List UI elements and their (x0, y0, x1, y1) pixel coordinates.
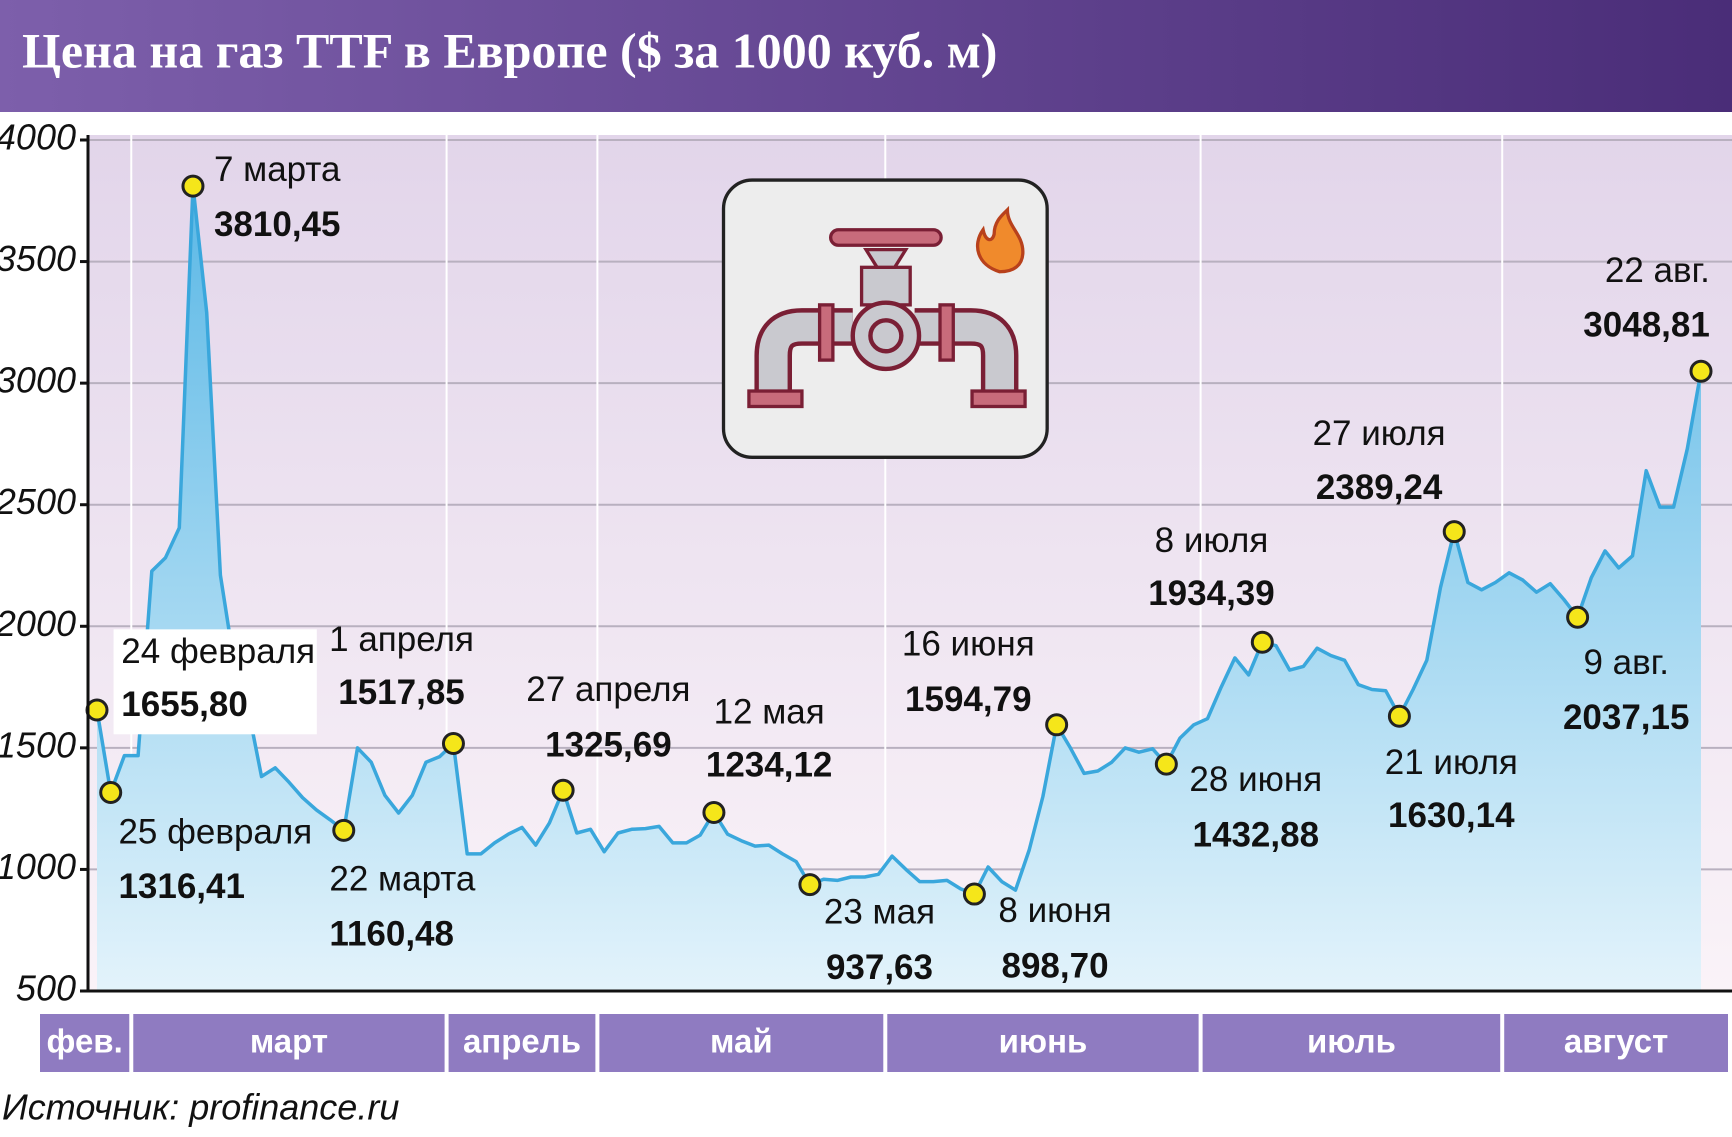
point-marker (1387, 704, 1411, 728)
header (0, 0, 1732, 112)
chart-title: Цена на газ TTF в Европе ($ за 1000 куб.… (22, 22, 997, 78)
point-value: 898,70 (1002, 946, 1109, 985)
point-date: 22 марта (329, 859, 476, 898)
point-date: 21 июля (1385, 743, 1518, 782)
month-label: фев. (47, 1023, 123, 1060)
point-marker (1250, 630, 1274, 654)
point-value: 1160,48 (329, 915, 454, 954)
y-tick-label: 1000 (0, 846, 76, 887)
month-label: июль (1307, 1023, 1396, 1060)
point-date: 27 апреля (526, 670, 690, 709)
point-marker (99, 780, 123, 804)
point-value: 2037,15 (1563, 698, 1690, 737)
point-value: 2389,24 (1316, 468, 1443, 507)
point-date: 24 февраля (121, 632, 315, 671)
line (95, 184, 1703, 896)
point-value: 1630,14 (1388, 796, 1515, 835)
point-marker (1689, 359, 1713, 383)
month-label: апрель (463, 1023, 581, 1060)
point-value: 1934,39 (1148, 574, 1275, 613)
month-label: март (250, 1023, 328, 1060)
month-band (40, 1014, 130, 1072)
y-tick-label: 4000 (0, 117, 76, 158)
month-band (448, 1014, 596, 1072)
y-tick-label: 500 (16, 968, 76, 1009)
point-marker (702, 801, 726, 825)
month-band (133, 1014, 445, 1072)
point-marker (798, 873, 822, 897)
icon (721, 178, 1049, 459)
label-box (113, 629, 317, 735)
y-tick-label: 2500 (0, 481, 76, 522)
point-date: 23 мая (824, 893, 935, 932)
point-date: 25 февраля (118, 813, 312, 852)
source: Источник: profinance.ru (2, 1087, 399, 1128)
point-value: 1432,88 (1193, 815, 1320, 854)
point-value: 3810,45 (214, 205, 341, 244)
month-band (1504, 1014, 1728, 1072)
month-label: июнь (999, 1023, 1088, 1060)
month-label: август (1564, 1023, 1668, 1060)
point-value: 1325,69 (545, 725, 672, 764)
y-tick-label: 2000 (0, 603, 76, 644)
point-marker (85, 698, 109, 722)
point-date: 12 мая (714, 692, 825, 731)
y-tick-label: 1500 (0, 724, 76, 765)
point-value: 937,63 (826, 948, 933, 987)
point-date: 8 июня (998, 891, 1111, 930)
point-date: 28 июня (1189, 760, 1322, 799)
point-date: 16 июня (902, 625, 1035, 664)
month-band (599, 1014, 884, 1072)
y-tick-label: 3500 (0, 238, 76, 279)
point-marker (1045, 713, 1069, 737)
point-value: 1655,80 (121, 685, 248, 724)
point-marker (551, 778, 575, 802)
point-value: 1594,79 (905, 680, 1032, 719)
point-marker (1442, 520, 1466, 544)
point-value: 1316,41 (118, 867, 245, 906)
point-marker (181, 174, 205, 198)
point-marker (1566, 605, 1590, 629)
point-date: 1 апреля (329, 620, 474, 659)
point-value: 1517,85 (338, 673, 465, 712)
month-band (887, 1014, 1199, 1072)
month-band (1202, 1014, 1501, 1072)
month-label: май (710, 1023, 773, 1060)
point-value: 3048,81 (1583, 305, 1710, 344)
point-date: 27 июля (1313, 414, 1446, 453)
point-marker (332, 818, 356, 842)
point-marker (1154, 752, 1178, 776)
point-date: 7 марта (214, 150, 341, 189)
point-marker (441, 732, 465, 756)
point-date: 9 авг. (1583, 643, 1668, 682)
point-value: 1234,12 (706, 745, 833, 784)
point-marker (962, 882, 986, 906)
area (97, 186, 1701, 992)
point-date: 22 авг. (1605, 251, 1710, 290)
y-tick-label: 3000 (0, 360, 76, 401)
point-date: 8 июля (1155, 521, 1269, 560)
